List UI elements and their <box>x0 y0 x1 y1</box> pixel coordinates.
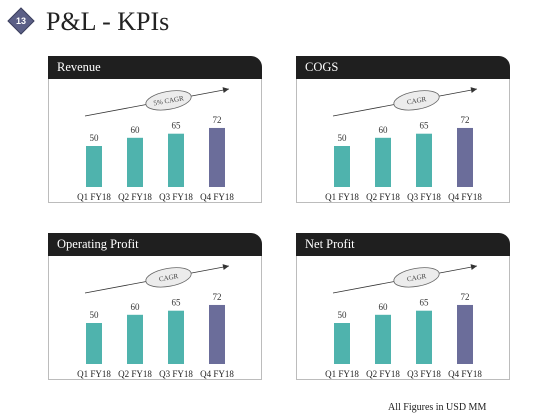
data-label: 50 <box>338 310 348 320</box>
data-label: 72 <box>461 115 470 125</box>
panel-title: Revenue <box>48 56 262 79</box>
category-label: Q3 FY18 <box>407 192 441 202</box>
bar <box>457 304 473 364</box>
data-label: 65 <box>420 298 430 308</box>
category-label: Q1 FY18 <box>325 369 359 379</box>
bar <box>209 304 225 364</box>
category-label: Q4 FY18 <box>448 369 482 379</box>
arrow-head-icon <box>470 87 477 94</box>
category-label: Q1 FY18 <box>325 192 359 202</box>
arrow-head-icon <box>470 264 477 271</box>
category-label: Q4 FY18 <box>448 192 482 202</box>
kpi-panel-revenue: Revenue 5% CAGR 50 Q1 FY18 60 Q2 FY18 65 Q3 FY… <box>48 56 262 203</box>
data-label: 65 <box>172 121 182 131</box>
data-label: 65 <box>172 298 182 308</box>
bar-chart: CAGR 50 Q1 FY18 60 Q2 FY18 65 Q3 FY18 72 Q4 FY18 <box>325 87 482 202</box>
slide-number-badge: 13 <box>7 7 35 35</box>
page-title: P&L - KPIs <box>46 7 170 36</box>
panel-title: COGS <box>296 56 510 79</box>
panel-title: Operating Profit <box>48 233 262 256</box>
category-label: Q2 FY18 <box>366 369 400 379</box>
category-label: Q4 FY18 <box>200 369 234 379</box>
category-label: Q1 FY18 <box>77 369 111 379</box>
footnote: All Figures in USD MM <box>388 402 487 413</box>
data-label: 60 <box>379 302 389 312</box>
diamond-icon <box>7 7 35 35</box>
bar <box>416 133 432 187</box>
bar <box>416 310 432 364</box>
bar <box>127 137 143 187</box>
category-label: Q2 FY18 <box>118 192 152 202</box>
cagr-bubble <box>145 267 192 288</box>
data-label: 50 <box>338 133 348 143</box>
data-label: 50 <box>90 133 100 143</box>
chart-area: CAGR 50 Q1 FY18 60 Q2 FY18 65 Q3 FY18 72 Q4 FY18 <box>48 256 262 380</box>
slide-number: 13 <box>15 16 26 26</box>
bar <box>375 314 391 364</box>
bar <box>86 146 102 187</box>
panel-title: Net Profit <box>296 233 510 256</box>
data-label: 60 <box>379 125 389 135</box>
bar <box>457 127 473 187</box>
cagr-label: CAGR <box>158 272 179 283</box>
data-label: 65 <box>420 121 430 131</box>
bar-chart: CAGR 50 Q1 FY18 60 Q2 FY18 65 Q3 FY18 72 Q4 FY18 <box>325 264 482 379</box>
bar-chart: CAGR 50 Q1 FY18 60 Q2 FY18 65 Q3 FY18 72 Q4 FY18 <box>77 264 234 379</box>
kpi-panel-cogs: COGS CAGR 50 Q1 FY18 60 Q2 FY18 65 Q3 FY18 72 Q4… <box>296 56 510 203</box>
bar <box>375 137 391 187</box>
bar <box>86 323 102 364</box>
data-label: 72 <box>213 292 222 302</box>
arrow-head-icon <box>222 87 229 94</box>
category-label: Q4 FY18 <box>200 192 234 202</box>
category-label: Q3 FY18 <box>159 369 193 379</box>
chart-area: 5% CAGR 50 Q1 FY18 60 Q2 FY18 65 Q3 FY18 72 Q4 F… <box>48 79 262 203</box>
cagr-bubble <box>145 90 192 111</box>
cagr-label: CAGR <box>406 272 427 283</box>
category-label: Q3 FY18 <box>407 369 441 379</box>
kpi-panel-net-profit: Net Profit CAGR 50 Q1 FY18 60 Q2 FY18 65 Q3 FY… <box>296 233 510 380</box>
data-label: 72 <box>461 292 470 302</box>
category-label: Q2 FY18 <box>118 369 152 379</box>
category-label: Q2 FY18 <box>366 192 400 202</box>
category-label: Q1 FY18 <box>77 192 111 202</box>
bar <box>168 133 184 187</box>
data-label: 72 <box>213 115 222 125</box>
bar <box>334 146 350 187</box>
cagr-label: CAGR <box>406 95 427 106</box>
data-label: 60 <box>131 125 141 135</box>
bar <box>168 310 184 364</box>
category-label: Q3 FY18 <box>159 192 193 202</box>
chart-area: CAGR 50 Q1 FY18 60 Q2 FY18 65 Q3 FY18 72 Q4 FY18 <box>296 79 510 203</box>
data-label: 60 <box>131 302 141 312</box>
cagr-bubble <box>393 90 440 111</box>
bar <box>209 127 225 187</box>
bar <box>127 314 143 364</box>
chart-area: CAGR 50 Q1 FY18 60 Q2 FY18 65 Q3 FY18 72 Q4 FY18 <box>296 256 510 380</box>
kpi-panel-operating-profit: Operating Profit CAGR 50 Q1 FY18 60 Q2 FY18 6… <box>48 233 262 380</box>
data-label: 50 <box>90 310 100 320</box>
arrow-head-icon <box>222 264 229 271</box>
bar <box>334 323 350 364</box>
cagr-bubble <box>393 267 440 288</box>
